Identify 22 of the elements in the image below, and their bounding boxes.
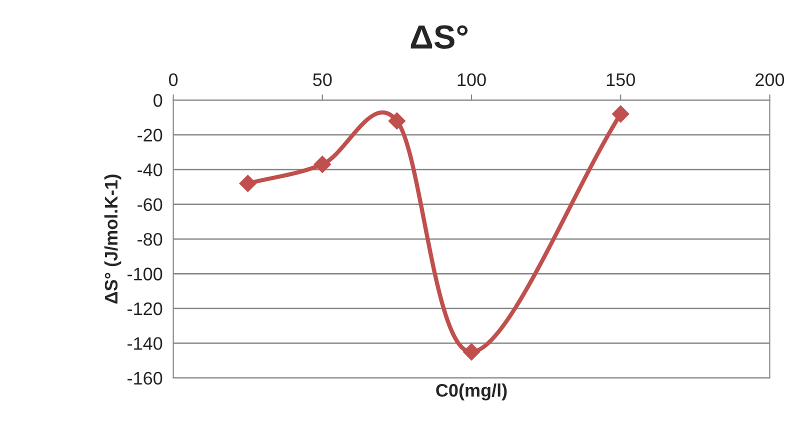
y-tick-label: -100 xyxy=(128,268,162,280)
y-tick-label: -60 xyxy=(138,198,162,212)
x-axis-title: C0(mg/l) xyxy=(436,383,507,400)
point xyxy=(239,174,256,192)
point xyxy=(462,343,480,360)
y-tick-label: -80 xyxy=(138,232,162,246)
x-tick-label: 100 xyxy=(458,73,486,86)
y-tick-label: -40 xyxy=(138,164,162,176)
point xyxy=(314,156,331,173)
y-tick-label: -140 xyxy=(128,337,162,350)
x-tick-label: 50 xyxy=(313,73,332,86)
y-axis-title: ΔS° (J/mol.K-1) xyxy=(104,174,122,304)
y-tick-label: -120 xyxy=(128,302,162,316)
y-tick-label: -20 xyxy=(138,128,162,142)
x-tick-label: 200 xyxy=(756,73,784,86)
y-tick-label: -160 xyxy=(128,372,162,385)
point xyxy=(612,105,630,123)
y-tick-label: 0 xyxy=(154,94,162,107)
x-tick-label: 0 xyxy=(168,73,178,86)
chart-title: ΔS° xyxy=(410,25,468,49)
x-tick-label: 150 xyxy=(606,73,635,86)
point xyxy=(388,112,406,130)
